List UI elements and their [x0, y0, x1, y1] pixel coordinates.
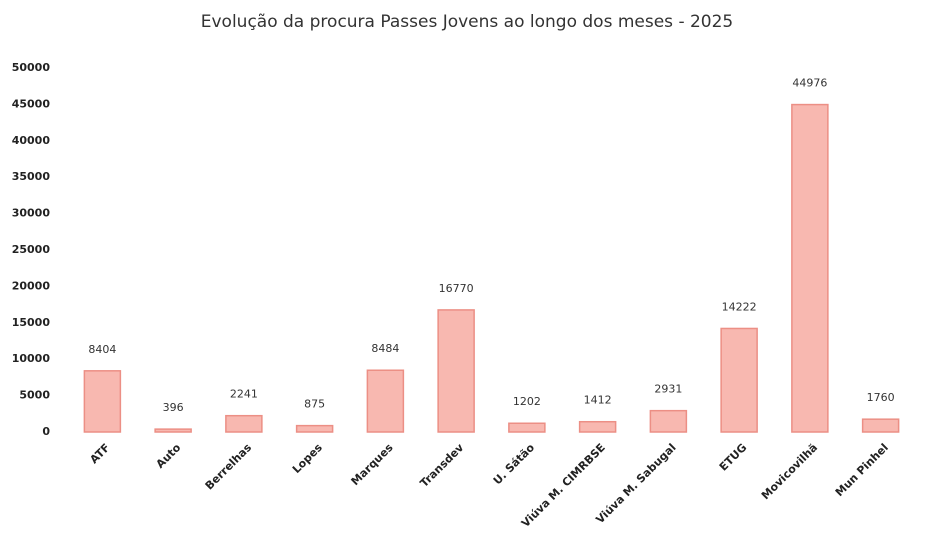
data-label: 14222	[722, 300, 757, 313]
bar	[508, 422, 546, 433]
x-tick-label: Movicovilhã	[759, 441, 820, 502]
y-tick-label: 15000	[12, 316, 51, 329]
data-label: 875	[304, 398, 325, 411]
y-tick-label: 30000	[12, 207, 51, 220]
data-label: 1760	[867, 391, 895, 404]
y-tick-label: 40000	[12, 134, 51, 147]
x-tick-label: Transdev	[418, 440, 467, 489]
bar	[225, 414, 263, 433]
bar	[295, 424, 334, 433]
bar	[366, 369, 405, 433]
y-tick-label: 10000	[12, 352, 51, 365]
data-label: 1202	[513, 395, 541, 408]
data-label: 1412	[584, 394, 612, 407]
y-tick-label: 20000	[12, 279, 51, 292]
bar	[861, 418, 900, 433]
x-tick-label: Viúva M. Sabugal	[593, 441, 678, 526]
data-label: 44976	[792, 77, 827, 90]
y-tick-label: 35000	[12, 170, 51, 183]
bar	[649, 409, 688, 433]
data-label: 2241	[230, 388, 258, 401]
bar	[154, 428, 192, 433]
x-tick-label: U. Sátão	[491, 441, 538, 488]
data-label: 8484	[371, 342, 399, 355]
x-tick-label: Mun Pinhel	[833, 441, 891, 499]
data-label: 396	[163, 401, 184, 414]
y-tick-label: 5000	[19, 389, 50, 402]
x-tick-label: Auto	[154, 441, 184, 471]
bar	[83, 370, 122, 433]
x-tick-label: ATF	[87, 441, 112, 466]
x-tick-label: ETUG	[717, 441, 750, 474]
x-tick-label: Marques	[349, 441, 396, 488]
data-label: 2931	[654, 383, 682, 396]
bar	[578, 420, 617, 433]
bar	[437, 309, 475, 433]
x-tick-label: Lopes	[290, 441, 325, 476]
y-tick-label: 50000	[12, 61, 51, 74]
y-tick-label: 25000	[12, 243, 51, 256]
y-tick-label: 45000	[12, 97, 51, 110]
x-tick-label: Berrelhas	[203, 441, 255, 493]
data-label: 16770	[439, 282, 474, 295]
data-label: 8404	[88, 343, 116, 356]
bar	[791, 103, 829, 433]
bar	[720, 327, 758, 433]
y-tick-label: 0	[42, 425, 50, 438]
chart-title: Evolução da procura Passes Jovens ao lon…	[201, 12, 734, 32]
